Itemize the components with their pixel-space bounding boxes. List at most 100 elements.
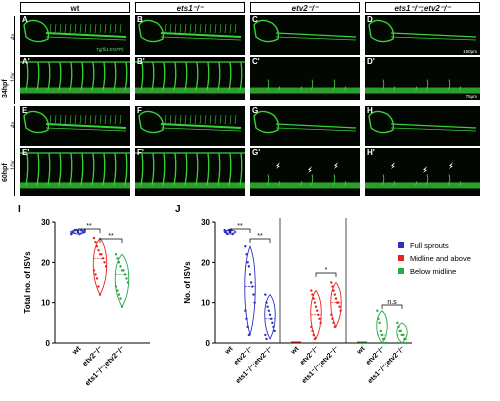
data-point xyxy=(378,321,381,325)
data-point xyxy=(331,285,334,288)
micrograph-image xyxy=(250,162,360,189)
micrograph-panel: A' xyxy=(20,57,130,100)
panel-letter: C xyxy=(252,15,258,24)
data-point xyxy=(245,317,248,320)
data-point xyxy=(272,325,275,329)
arrowhead-icon xyxy=(449,162,453,169)
micrograph-panel: G xyxy=(250,106,360,146)
data-point xyxy=(273,329,276,333)
data-point xyxy=(319,321,322,325)
micrograph-image xyxy=(23,19,127,43)
panel-letter: C' xyxy=(252,57,260,66)
data-point xyxy=(330,281,333,284)
data-point xyxy=(405,341,408,345)
micrograph-panel: F xyxy=(135,106,245,146)
transgene-label: Tg(fli1:EGFP) xyxy=(96,47,124,52)
micrograph-image xyxy=(20,61,130,94)
data-point xyxy=(125,277,128,280)
data-point xyxy=(318,317,321,320)
panel-letter: G' xyxy=(252,148,261,157)
data-point xyxy=(253,301,256,304)
header-ets1: ets1⁻/⁻ xyxy=(135,2,245,13)
significance-bracket xyxy=(77,228,101,233)
data-point xyxy=(385,341,388,345)
data-point xyxy=(396,321,399,325)
significance-label: * xyxy=(325,267,328,274)
micrograph-panel: D' 75μm xyxy=(365,57,480,100)
data-point xyxy=(404,337,407,341)
significance-bracket xyxy=(229,228,251,233)
panel-letter: E' xyxy=(22,148,30,157)
data-point xyxy=(70,232,73,236)
data-point xyxy=(271,321,274,325)
y-tick-label: 0 xyxy=(46,339,51,348)
x-tick-label: wt xyxy=(223,345,235,357)
data-point xyxy=(117,293,121,296)
micrograph-image xyxy=(368,110,477,134)
panel-letter: G xyxy=(252,106,259,115)
data-point xyxy=(266,305,269,308)
micrograph-image xyxy=(250,79,360,94)
stage-bracket xyxy=(14,106,15,196)
data-point xyxy=(264,293,267,296)
data-point xyxy=(264,333,267,337)
y-tick-label: 10 xyxy=(201,299,210,308)
data-point xyxy=(247,333,251,337)
micrograph-image xyxy=(365,162,480,189)
data-point xyxy=(97,249,100,252)
micrograph-image xyxy=(138,110,242,134)
micrograph-image xyxy=(135,61,245,94)
data-point xyxy=(114,253,118,256)
data-point xyxy=(332,289,335,292)
data-point xyxy=(265,301,268,304)
data-point xyxy=(376,309,379,312)
data-point xyxy=(122,269,125,272)
data-point xyxy=(334,297,338,300)
data-point xyxy=(244,309,247,312)
significance-label: ** xyxy=(237,223,243,230)
significance-bracket xyxy=(99,238,123,243)
significance-label: ** xyxy=(86,223,92,230)
data-point xyxy=(377,317,380,320)
data-point xyxy=(119,297,122,300)
data-point xyxy=(379,329,383,333)
data-point xyxy=(92,236,96,240)
data-point xyxy=(333,325,337,329)
data-point xyxy=(252,293,255,296)
data-point xyxy=(126,281,130,284)
data-point xyxy=(230,228,233,232)
data-point xyxy=(226,232,229,236)
data-point xyxy=(249,281,253,284)
legend-swatch xyxy=(398,268,404,274)
micrograph-panel: H' xyxy=(365,148,480,196)
data-point xyxy=(223,228,226,232)
legend-label: Full sprouts xyxy=(410,241,449,250)
micrograph-image xyxy=(135,152,245,189)
data-point xyxy=(265,337,268,341)
micrograph-image xyxy=(23,110,127,134)
micrograph-panel: C xyxy=(250,15,360,55)
scale-bar-label: 150μm xyxy=(463,49,477,54)
violin-outline xyxy=(264,293,276,340)
data-point xyxy=(331,317,334,320)
significance-label: ** xyxy=(108,233,114,240)
panel-letter: A xyxy=(22,15,28,24)
x-tick-label: ets1⁻/⁻;etv2⁻/⁻ xyxy=(367,345,407,385)
data-point xyxy=(246,325,249,329)
y-tick-label: 30 xyxy=(201,218,210,227)
data-point xyxy=(311,329,314,333)
data-point xyxy=(73,228,76,232)
significance-bracket xyxy=(381,304,403,309)
data-point xyxy=(333,293,337,296)
micrograph-image xyxy=(20,152,130,189)
data-point xyxy=(312,333,315,337)
violin-outline xyxy=(376,310,388,344)
y-tick-label: 0 xyxy=(206,339,211,348)
panel-label-J: J xyxy=(175,204,181,215)
scale-bar-label: 75μm xyxy=(465,94,477,99)
micrograph-panel: B' xyxy=(135,57,245,100)
data-point xyxy=(98,293,102,296)
micrograph-panel: E' xyxy=(20,148,130,196)
significance-bracket xyxy=(315,272,337,277)
